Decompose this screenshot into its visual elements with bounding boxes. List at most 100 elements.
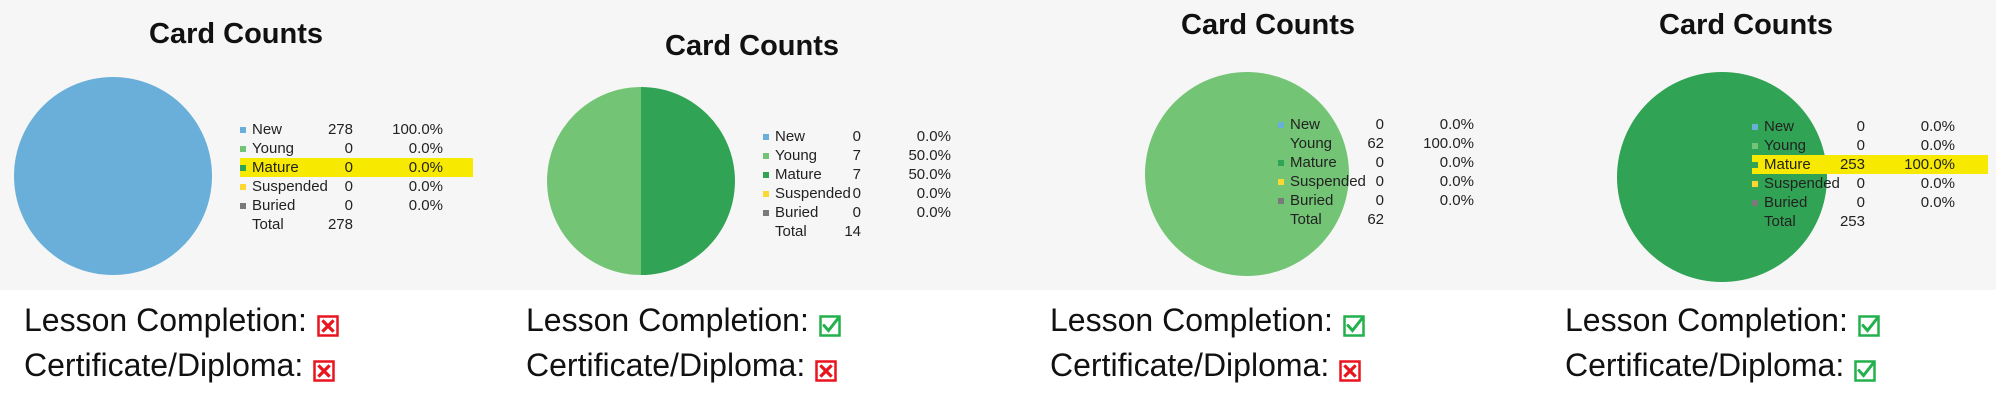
legend-count: 0 — [1375, 192, 1384, 209]
card-counts-panel: Card Counts New 0 0.0% Young 0 0.0% Mature 253 10… — [1510, 0, 1996, 408]
legend-label: Mature — [1290, 154, 1337, 171]
pie-slice-mature — [1617, 72, 1827, 282]
legend-row-buried: Buried 0 0.0% — [1752, 193, 1988, 212]
legend-label: Young — [1290, 135, 1332, 152]
legend-swatch — [763, 172, 769, 178]
legend-row-young: Young 0 0.0% — [1752, 136, 1988, 155]
legend-swatch — [1278, 122, 1284, 128]
legend-count: 0 — [1856, 175, 1865, 192]
legend-row-young: Young 62 100.0% — [1278, 134, 1488, 153]
legend-percent: 0.0% — [1920, 175, 1955, 192]
legend-count: 7 — [852, 166, 861, 183]
legend-swatch — [763, 153, 769, 159]
legend-row-suspended: Suspended 0 0.0% — [763, 184, 953, 203]
card-counts-panel: Card Counts New 0 0.0% Young 7 50.0% Mature 7 50.… — [488, 0, 1006, 408]
legend-count: 7 — [852, 147, 861, 164]
legend-swatch — [1752, 124, 1758, 130]
check-icon — [1343, 308, 1365, 337]
legend-swatch — [1278, 160, 1284, 166]
pie-slice-young — [547, 87, 641, 275]
legend-swatch — [240, 165, 246, 171]
legend-label: New — [1764, 118, 1795, 135]
legend-swatch — [1752, 162, 1758, 168]
legend-swatch — [240, 146, 246, 152]
legend-percent: 0.0% — [1439, 173, 1474, 190]
legend-row-suspended: Suspended 0 0.0% — [1278, 172, 1488, 191]
legend-row-new: New 0 0.0% — [763, 127, 953, 146]
certificate-diploma-label: Certificate/Diploma: — [526, 347, 806, 384]
status-lesson: Lesson Completion: — [1565, 300, 1880, 339]
legend-total-count: 278 — [327, 216, 353, 233]
legend-row-buried: Buried 0 0.0% — [1278, 191, 1488, 210]
legend-count: 253 — [1839, 156, 1865, 173]
legend-row-mature: Mature 0 0.0% — [1278, 153, 1488, 172]
legend-row-buried: Buried 0 0.0% — [763, 203, 953, 222]
legend-row-suspended: Suspended 0 0.0% — [1752, 174, 1988, 193]
legend-label: Young — [252, 140, 294, 157]
legend-row-total: Total 14 — [763, 222, 1003, 241]
chart-title: Card Counts — [665, 30, 839, 62]
legend-row-young: Young 0 0.0% — [240, 139, 473, 158]
legend-total-label: Total — [1290, 211, 1322, 228]
legend-label: Mature — [775, 166, 822, 183]
legend-percent: 0.0% — [1920, 137, 1955, 154]
legend-label: Young — [775, 147, 817, 164]
chart-title: Card Counts — [1181, 9, 1355, 41]
legend-swatch — [1278, 141, 1284, 147]
lesson-completion-label: Lesson Completion: — [24, 302, 307, 339]
legend-swatch — [763, 191, 769, 197]
legend-total-count: 14 — [844, 223, 861, 240]
legend-swatch — [1752, 143, 1758, 149]
legend-row-new: New 278 100.0% — [240, 120, 473, 139]
legend-swatch — [240, 127, 246, 133]
cross-icon — [313, 353, 335, 382]
legend-percent: 0.0% — [916, 128, 951, 145]
legend-count: 0 — [852, 204, 861, 221]
legend-swatch — [1278, 179, 1284, 185]
legend-count: 0 — [852, 185, 861, 202]
legend-label: New — [252, 121, 283, 138]
status-lesson: Lesson Completion: — [1050, 300, 1365, 339]
status-certificate: Certificate/Diploma: — [24, 345, 335, 384]
legend-percent: 0.0% — [408, 159, 443, 176]
pie-chart — [547, 87, 735, 275]
pie-slice-new — [14, 77, 212, 275]
legend-count: 0 — [344, 140, 353, 157]
legend-count: 0 — [1375, 173, 1384, 190]
legend-count: 0 — [344, 197, 353, 214]
legend-count: 0 — [344, 159, 353, 176]
certificate-diploma-label: Certificate/Diploma: — [1565, 347, 1845, 384]
legend-total-label: Total — [252, 216, 284, 233]
certificate-diploma-label: Certificate/Diploma: — [1050, 347, 1330, 384]
status-lesson: Lesson Completion: — [24, 300, 339, 339]
legend-label: Suspended — [252, 178, 328, 195]
legend-swatch — [763, 210, 769, 216]
legend-label: Young — [1764, 137, 1806, 154]
legend-row-total: Total 278 — [240, 215, 480, 234]
legend-percent: 50.0% — [908, 166, 951, 183]
chart-title: Card Counts — [1659, 9, 1833, 41]
legend-label: New — [1290, 116, 1321, 133]
cross-icon — [317, 308, 339, 337]
card-counts-panel: Card Counts New 0 0.0% Young 62 100.0% Mature 0 0… — [1006, 0, 1510, 408]
legend-count: 0 — [1375, 116, 1384, 133]
pie-chart — [1145, 72, 1349, 276]
chart-title: Card Counts — [149, 18, 323, 50]
legend-count: 0 — [852, 128, 861, 145]
legend-total-label: Total — [1764, 213, 1796, 230]
legend-percent: 100.0% — [1904, 156, 1955, 173]
legend-label: Suspended — [1764, 175, 1840, 192]
legend-row-new: New 0 0.0% — [1278, 115, 1488, 134]
legend-swatch — [240, 184, 246, 190]
legend-percent: 0.0% — [916, 185, 951, 202]
legend-row-mature: Mature 253 100.0% — [1752, 155, 1988, 174]
legend-count: 0 — [1375, 154, 1384, 171]
legend-row-mature: Mature 7 50.0% — [763, 165, 953, 184]
legend-count: 278 — [327, 121, 353, 138]
legend-swatch — [1752, 181, 1758, 187]
certificate-diploma-label: Certificate/Diploma: — [24, 347, 304, 384]
legend-percent: 50.0% — [908, 147, 951, 164]
legend-row-total: Total 253 — [1752, 212, 1992, 231]
legend-swatch — [763, 134, 769, 140]
check-icon — [1858, 308, 1880, 337]
